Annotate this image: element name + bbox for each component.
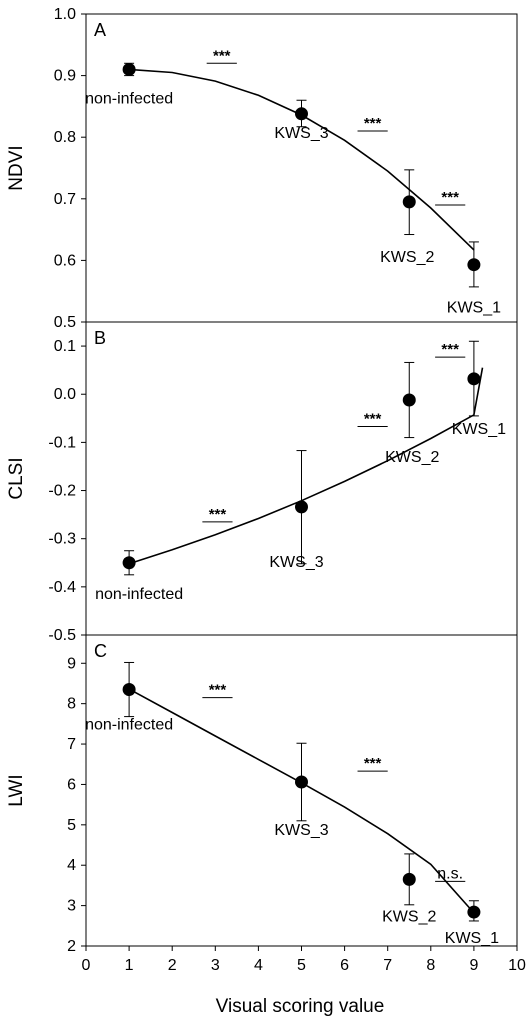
panel-a-data-point: [122, 62, 136, 76]
panel-c-data-point: [467, 905, 481, 919]
panel-c-significance-label: ***: [364, 755, 382, 772]
panel-b: B -0.5 -0.4 -0.3 -0.2 -0.1 0.0 0.1 CLSI *** *** ***…: [6, 321, 518, 644]
panel-b-ytick-label: -0.3: [48, 531, 76, 548]
panel-b-point-label: KWS_1: [452, 421, 506, 438]
panel-b-point-label: non-infected: [95, 586, 183, 603]
panel-c-letter: C: [94, 641, 107, 661]
panel-a-point-label: KWS_1: [447, 300, 501, 317]
panel-a-letter: A: [94, 20, 106, 40]
panel-a-ytick-label: 0.9: [54, 68, 76, 85]
panel-b-ytick-label: 0.0: [54, 386, 76, 403]
panel-a-y-axis-label: NDVI: [6, 145, 27, 190]
panel-a-significance-label: ***: [213, 47, 231, 64]
panel-a-point-label: KWS_2: [380, 249, 434, 266]
x-tick-label: 5: [297, 957, 306, 974]
x-tick-label: 7: [383, 957, 392, 974]
panel-a-significance-label: ***: [441, 189, 459, 206]
panel-b-point-label: KWS_3: [269, 554, 323, 571]
panel-a-data-point: [467, 258, 481, 272]
panel-a-ytick-label: 1.0: [54, 6, 76, 23]
panel-b-data-point: [122, 556, 136, 570]
panel-b-data-point: [402, 393, 416, 407]
panel-c-point-label: KWS_2: [382, 908, 436, 925]
panel-c-significance-label: n.s.: [437, 865, 463, 882]
panel-a-ytick-label: 0.6: [54, 252, 76, 269]
x-axis: 0 1 2 3 4 5 6 7 8 9 10: [82, 946, 526, 974]
panel-c-point-label: KWS_3: [274, 822, 328, 839]
panel-c-y-axis-label: LWI: [6, 774, 27, 806]
x-axis-label: Visual scoring value: [216, 996, 385, 1017]
panel-c-ytick-label: 8: [67, 696, 76, 713]
panel-a-significance-label: ***: [364, 115, 382, 132]
panel-c-ytick-label: 7: [67, 736, 76, 753]
panel-a: A 0.5 0.6 0.7 0.8 0.9 1.0 NDVI *** *** *** non-infe…: [6, 6, 518, 331]
x-tick-label: 10: [508, 957, 526, 974]
panel-a-point-label: non-infected: [85, 90, 173, 107]
panel-b-point-label: KWS_2: [385, 449, 439, 466]
panel-c-data-point: [402, 872, 416, 886]
panel-a-fit-curve: [129, 68, 475, 251]
panel-b-ytick-label: -0.2: [48, 483, 76, 500]
panel-c-significance-label: ***: [209, 682, 227, 699]
panel-c-ytick-label: 3: [67, 898, 76, 915]
panel-c-ytick-label: 4: [67, 857, 76, 874]
panel-a-frame: [85, 13, 518, 323]
panel-c-data-point: [295, 775, 308, 789]
panel-a-data-point: [295, 107, 308, 121]
panel-a-point-label: KWS_3: [274, 125, 328, 142]
panel-a-ytick-label: 0.7: [54, 191, 76, 208]
panel-b-significance-label: ***: [441, 341, 459, 358]
panel-b-data-point: [467, 372, 481, 386]
panel-b-y-axis-label: CLSI: [6, 457, 27, 499]
x-tick-label: 9: [469, 957, 478, 974]
x-tick-label: 4: [254, 957, 263, 974]
panel-b-significance-label: ***: [209, 506, 227, 523]
panels: A 0.5 0.6 0.7 0.8 0.9 1.0 NDVI *** *** *** non-infe…: [6, 6, 518, 955]
panel-c-ytick-label: 2: [67, 938, 76, 955]
panel-c-ytick-label: 9: [67, 655, 76, 672]
panel-b-significance-label: ***: [364, 410, 382, 427]
panel-c-ytick-label: 5: [67, 817, 76, 834]
panel-c: C 2 3 4 5 6 7 8 9 LWI *** *** n.s. non-infected KWS_3 K…: [6, 634, 518, 955]
panel-a-ytick-label: 0.5: [54, 314, 76, 331]
panel-c-point-label: KWS_1: [445, 930, 499, 947]
panel-a-ytick-label: 0.8: [54, 129, 76, 146]
panel-a-data-point: [402, 195, 416, 209]
panel-c-point-label: non-infected: [85, 717, 173, 734]
panel-b-fit-curve: [128, 367, 484, 565]
panel-c-ytick-label: 6: [67, 776, 76, 793]
x-tick-label: 0: [82, 957, 91, 974]
panel-b-data-point: [295, 500, 308, 514]
x-tick-label: 2: [168, 957, 177, 974]
panel-b-ytick-label: -0.4: [48, 579, 76, 596]
panel-b-ytick-label: -0.1: [48, 434, 76, 451]
x-tick-label: 8: [426, 957, 435, 974]
panel-b-ytick-label: -0.5: [48, 627, 76, 644]
panel-b-letter: B: [94, 328, 106, 348]
x-tick-label: 6: [340, 957, 349, 974]
panel-b-ytick-label: 0.1: [54, 338, 76, 355]
x-tick-label: 3: [211, 957, 220, 974]
panel-c-data-point: [122, 683, 136, 697]
x-tick-label: 1: [125, 957, 134, 974]
